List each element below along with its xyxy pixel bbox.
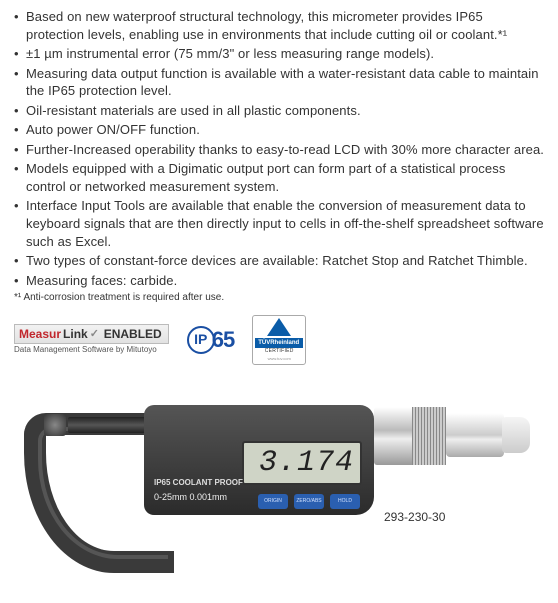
feature-item: Oil-resistant materials are used in all … (14, 102, 544, 120)
badge-row: MeasurLink ENABLED Data Management Softw… (14, 315, 544, 365)
feature-item: Interface Input Tools are available that… (14, 197, 544, 250)
tuv-badge: TÜVRheinland CERTIFIED www.tuv.com (252, 315, 306, 365)
body-ip-text: IP65 COOLANT PROOF (154, 478, 243, 489)
brand-label: Mitutoyo (47, 365, 112, 385)
ip-value: 65 (212, 325, 234, 355)
model-number: 293-230-30 (384, 509, 445, 525)
thimble-sleeve: 25201510 (374, 407, 446, 465)
feature-item: Auto power ON/OFF function. (14, 121, 544, 139)
tuv-label: TÜVRheinland (255, 338, 303, 348)
footnote: *¹ Anti-corrosion treatment is required … (14, 291, 544, 305)
product-illustration: 3.174 IP65 COOLANT PROOF 0-25mm 0.001mm … (14, 373, 544, 603)
tuv-cert: CERTIFIED (265, 348, 294, 355)
measurlink-brand-a: Measur (19, 326, 61, 342)
ip65-badge: IP65 (187, 325, 234, 355)
ip-label: IP (187, 326, 215, 354)
origin-button: ORIGIN (258, 494, 288, 509)
body-range-text: 0-25mm 0.001mm (154, 491, 227, 503)
feature-list: Based on new waterproof structural techn… (14, 8, 544, 289)
micrometer-body: 3.174 IP65 COOLANT PROOF 0-25mm 0.001mm … (144, 405, 374, 515)
feature-item: Models equipped with a Digimatic output … (14, 160, 544, 195)
measurlink-enabled: ENABLED (104, 326, 162, 342)
feature-item: Further-Increased operability thanks to … (14, 141, 544, 159)
hold-button: HOLD (330, 494, 360, 509)
feature-item: Measuring faces: carbide. (14, 272, 544, 290)
measurlink-badge: MeasurLink ENABLED Data Management Softw… (14, 324, 169, 356)
feature-item: Based on new waterproof structural techn… (14, 8, 544, 43)
measurlink-brand-b: Link (63, 326, 88, 342)
measurlink-box: MeasurLink ENABLED (14, 324, 169, 344)
tuv-sub: www.tuv.com (268, 356, 291, 361)
zero-abs-button: ZERO/ABS (294, 494, 324, 509)
tuv-triangle-icon (267, 318, 291, 336)
ratchet-cap (502, 417, 530, 453)
thimble-ticks: 25201510 (432, 411, 440, 447)
button-row: ORIGIN ZERO/ABS HOLD (258, 494, 360, 509)
feature-item: ±1 µm instrumental error (75 mm/3" or le… (14, 45, 544, 63)
feature-item: Two types of constant-force devices are … (14, 252, 544, 270)
check-icon (90, 328, 102, 340)
ratchet (446, 413, 504, 457)
feature-item: Measuring data output function is availa… (14, 65, 544, 100)
lcd-display: 3.174 (242, 441, 362, 485)
measurlink-subtitle: Data Management Software by Mitutoyo (14, 345, 157, 356)
